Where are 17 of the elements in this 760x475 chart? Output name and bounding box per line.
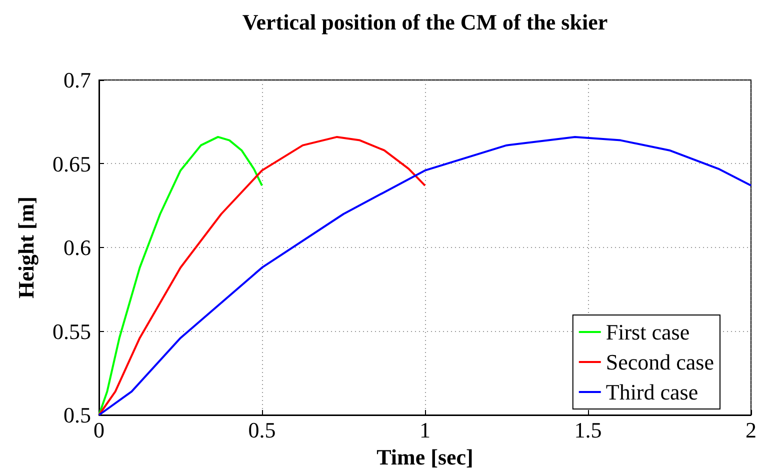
x-tick-label: 1	[420, 418, 430, 442]
chart-title: Vertical position of the CM of the skier	[242, 10, 608, 34]
y-tick-label: 0.7	[64, 68, 91, 92]
x-tick-label: 2	[746, 418, 756, 442]
legend-label: Second case	[606, 350, 714, 374]
x-tick-label: 0.5	[248, 418, 276, 442]
line-series	[98, 136, 426, 416]
y-tick-label: 0.6	[64, 235, 91, 260]
x-axis-title: Time [sec]	[376, 444, 474, 470]
y-tick-label: 0.55	[52, 318, 91, 344]
x-tick-label: 1.5	[574, 418, 602, 442]
x-tick-label: 0	[94, 418, 104, 442]
legend-label: First case	[606, 320, 690, 344]
y-tick-label: 0.65	[52, 151, 91, 176]
legend-label: Third case	[606, 380, 698, 404]
line-series	[98, 136, 263, 416]
y-axis-title: Height [m]	[14, 196, 38, 299]
